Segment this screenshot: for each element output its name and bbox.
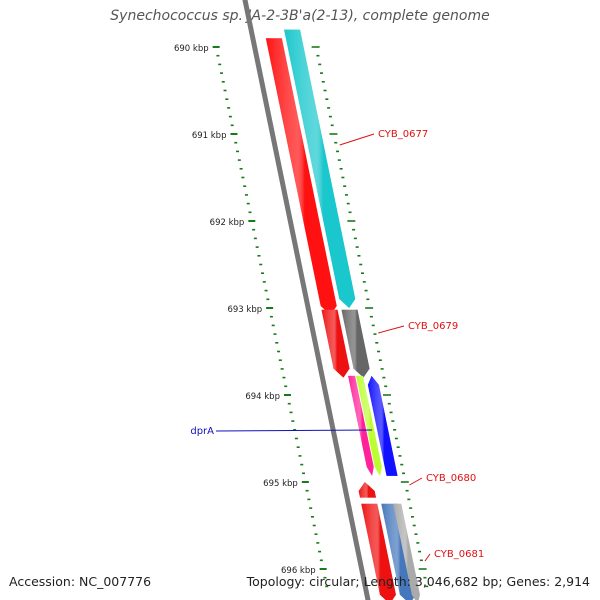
- gene-label[interactable]: CYB_0681: [434, 549, 484, 560]
- gene-label-connector: [339, 133, 375, 146]
- gene-label-connector: [424, 553, 431, 562]
- ruler-label: 691 kbp: [192, 131, 227, 141]
- gene-label-connector: [215, 429, 373, 432]
- gene-feature-shade: [358, 482, 377, 498]
- ruler-label: 696 kbp: [281, 566, 316, 576]
- backbone-line: [242, 0, 371, 600]
- gene-feature-shade: [356, 375, 382, 476]
- gene-feature-shade: [265, 38, 337, 315]
- ruler-label: 694 kbp: [245, 392, 280, 402]
- gene-label-connector: [409, 477, 423, 486]
- gene-feature-shade: [341, 309, 370, 378]
- gene-label[interactable]: CYB_0677: [378, 129, 428, 140]
- gene-label-connector: [378, 325, 405, 334]
- gene-features: [265, 29, 420, 600]
- gene-label[interactable]: dprA: [190, 426, 214, 437]
- genome-backbone: [242, 0, 371, 600]
- ruler-label: 693 kbp: [227, 305, 262, 315]
- ruler-label: 695 kbp: [263, 479, 298, 489]
- genome-summary-text: Topology: circular; Length: 3,046,682 bp…: [246, 574, 590, 589]
- gene-feature-shade: [393, 503, 420, 600]
- gene-label[interactable]: CYB_0680: [426, 473, 476, 484]
- map-title: Synechococcus sp. JA-2-3B'a(2-13), compl…: [110, 8, 490, 24]
- gene-feature-shade: [361, 503, 396, 600]
- gene-feature-shade: [348, 375, 374, 476]
- ruler-label: 692 kbp: [210, 218, 245, 228]
- ruler-label: 690 kbp: [174, 44, 209, 54]
- gene-feature-shade: [367, 375, 398, 476]
- ruler: 690 kbp 691 kbp 692 kbp 693 kbp 694 kbp 695 k…: [174, 44, 429, 588]
- gene-labels: CYB_0677 CYB_0679 dprA CYB_0680 CYB_0681: [190, 129, 484, 562]
- accession-text: Accession: NC_007776: [9, 574, 152, 589]
- gene-feature-shade: [284, 29, 356, 308]
- gene-label[interactable]: CYB_0679: [408, 321, 458, 332]
- gene-feature-shade: [381, 503, 416, 600]
- gene-feature-shade: [321, 309, 350, 378]
